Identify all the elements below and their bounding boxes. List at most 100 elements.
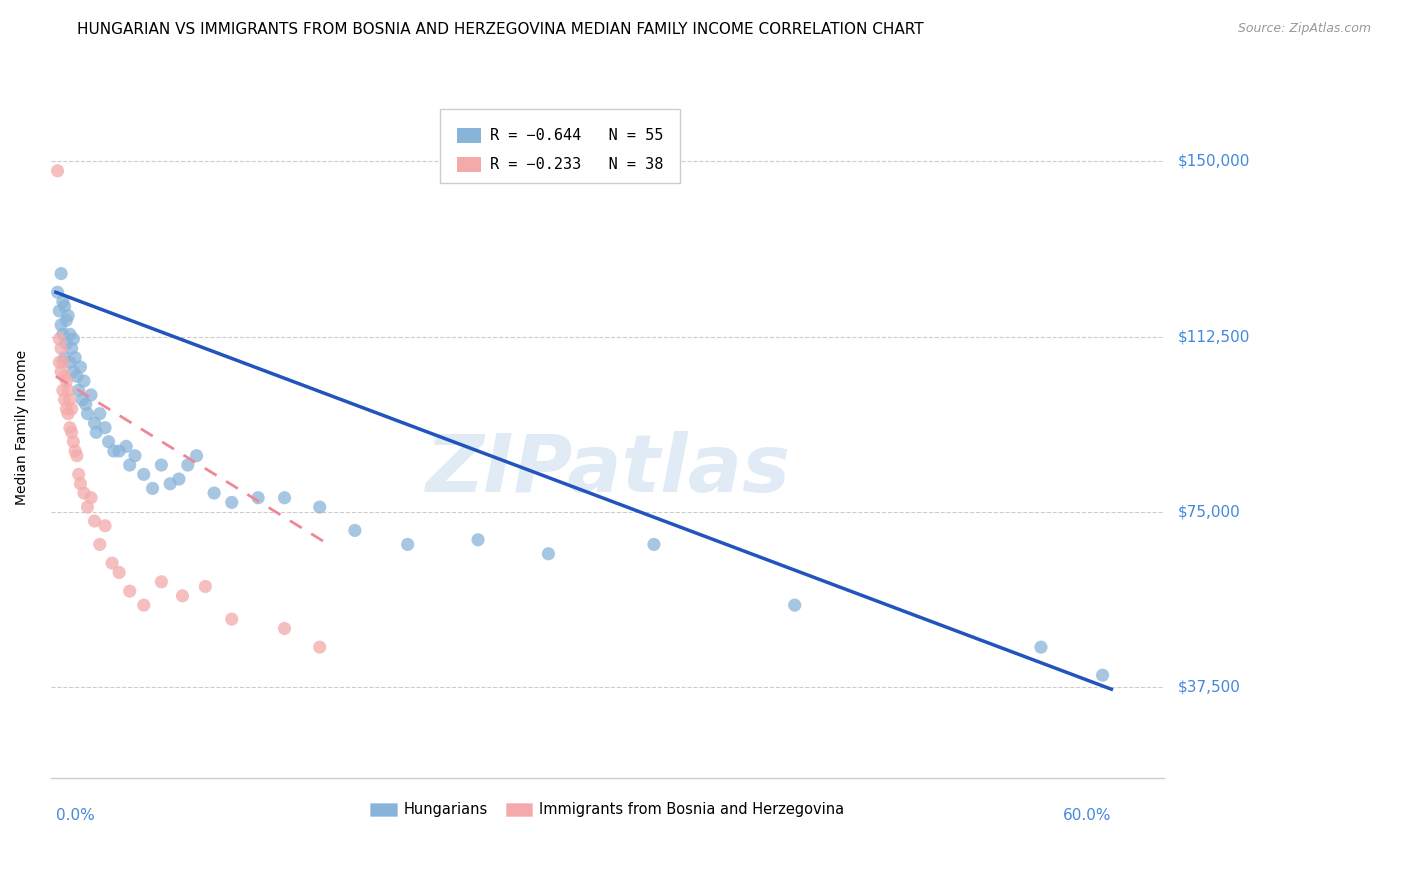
Text: $112,500: $112,500 bbox=[1178, 329, 1250, 344]
Point bbox=[343, 524, 366, 538]
Point bbox=[53, 351, 76, 365]
Point bbox=[53, 299, 76, 313]
Point bbox=[69, 359, 91, 374]
Point bbox=[56, 384, 79, 398]
Point bbox=[46, 285, 69, 300]
Point bbox=[52, 384, 75, 398]
Point bbox=[59, 327, 82, 342]
Point bbox=[308, 640, 330, 655]
Point bbox=[177, 458, 200, 472]
Point bbox=[49, 318, 72, 332]
Point bbox=[118, 458, 141, 472]
Point bbox=[115, 439, 138, 453]
Text: 60.0%: 60.0% bbox=[1063, 808, 1111, 823]
Point bbox=[52, 294, 75, 309]
Point bbox=[84, 425, 107, 440]
Point bbox=[1091, 668, 1114, 682]
Point bbox=[49, 341, 72, 355]
Point bbox=[48, 304, 70, 318]
FancyBboxPatch shape bbox=[440, 109, 679, 183]
Point bbox=[221, 495, 243, 509]
Text: $75,000: $75,000 bbox=[1178, 504, 1240, 519]
Point bbox=[55, 313, 77, 327]
Point bbox=[56, 407, 79, 421]
Point bbox=[60, 402, 83, 417]
Point bbox=[142, 482, 165, 496]
Point bbox=[150, 574, 173, 589]
Y-axis label: Median Family Income: Median Family Income bbox=[15, 351, 30, 505]
Point bbox=[76, 407, 98, 421]
Point bbox=[60, 425, 83, 440]
Point bbox=[48, 355, 70, 369]
Point bbox=[63, 444, 86, 458]
Point bbox=[1029, 640, 1052, 655]
Point bbox=[62, 365, 84, 379]
Point bbox=[52, 355, 75, 369]
Point bbox=[53, 392, 76, 407]
Text: R = −0.644   N = 55: R = −0.644 N = 55 bbox=[491, 128, 664, 143]
Point bbox=[62, 332, 84, 346]
Point bbox=[59, 355, 82, 369]
Point bbox=[273, 622, 295, 636]
Point bbox=[172, 589, 194, 603]
Point bbox=[308, 500, 330, 514]
Text: 0.0%: 0.0% bbox=[56, 808, 94, 823]
Point bbox=[167, 472, 190, 486]
Point bbox=[94, 420, 117, 434]
Text: $150,000: $150,000 bbox=[1178, 154, 1250, 169]
Point bbox=[67, 384, 90, 398]
Point bbox=[80, 388, 103, 402]
Point bbox=[108, 566, 131, 580]
Point bbox=[643, 537, 665, 551]
Point bbox=[67, 467, 90, 482]
Point bbox=[66, 369, 89, 384]
Point bbox=[537, 547, 560, 561]
Point bbox=[60, 341, 83, 355]
Point bbox=[124, 449, 146, 463]
FancyBboxPatch shape bbox=[457, 128, 481, 143]
Point bbox=[186, 449, 208, 463]
Point bbox=[55, 336, 77, 351]
Point bbox=[194, 579, 217, 593]
Point bbox=[118, 584, 141, 599]
Text: ZIPatlas: ZIPatlas bbox=[425, 431, 790, 508]
Text: Source: ZipAtlas.com: Source: ZipAtlas.com bbox=[1237, 22, 1371, 36]
Point bbox=[247, 491, 270, 505]
Point bbox=[83, 514, 105, 528]
FancyBboxPatch shape bbox=[457, 157, 481, 172]
Point bbox=[62, 434, 84, 449]
Point bbox=[273, 491, 295, 505]
Point bbox=[73, 486, 96, 500]
Point bbox=[103, 444, 125, 458]
Point bbox=[73, 374, 96, 388]
Point bbox=[70, 392, 93, 407]
Point bbox=[94, 518, 117, 533]
Point bbox=[132, 598, 155, 612]
Point bbox=[150, 458, 173, 472]
Point bbox=[221, 612, 243, 626]
Point bbox=[59, 392, 82, 407]
Point bbox=[55, 374, 77, 388]
Point bbox=[66, 449, 89, 463]
Point bbox=[108, 444, 131, 458]
Point bbox=[63, 351, 86, 365]
Text: $37,500: $37,500 bbox=[1178, 680, 1241, 694]
Legend: Hungarians, Immigrants from Bosnia and Herzegovina: Hungarians, Immigrants from Bosnia and H… bbox=[364, 797, 851, 823]
Point bbox=[83, 416, 105, 430]
Text: R = −0.233   N = 38: R = −0.233 N = 38 bbox=[491, 157, 664, 172]
Point bbox=[783, 598, 806, 612]
Point bbox=[48, 332, 70, 346]
Point bbox=[396, 537, 419, 551]
Point bbox=[56, 309, 79, 323]
Point bbox=[101, 556, 124, 570]
Point bbox=[80, 491, 103, 505]
Point bbox=[59, 420, 82, 434]
Point bbox=[97, 434, 120, 449]
Point bbox=[159, 476, 181, 491]
Point bbox=[69, 476, 91, 491]
Point bbox=[89, 537, 111, 551]
Point bbox=[202, 486, 225, 500]
Point bbox=[46, 164, 69, 178]
Point bbox=[89, 407, 111, 421]
Point bbox=[75, 397, 97, 411]
